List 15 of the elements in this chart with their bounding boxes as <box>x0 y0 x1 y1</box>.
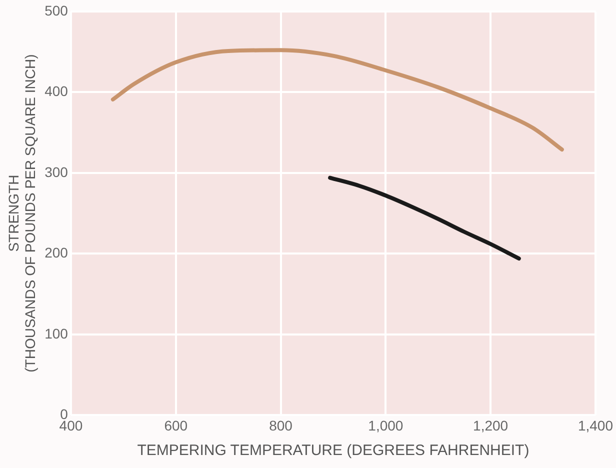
x-tick-label: 800 <box>269 417 293 434</box>
y-tick-label: 200 <box>44 244 68 261</box>
x-tick-label: 1,000 <box>368 417 404 434</box>
y-tick-label: 300 <box>44 164 68 180</box>
y-tick-label: 500 <box>44 2 68 18</box>
y-axis-title: STRENGTH (THOUSANDS OF POUNDS PER SQUARE INCH) <box>5 54 38 372</box>
y-tick-label: 100 <box>44 325 68 342</box>
x-tick-label: 1,400 <box>578 417 614 434</box>
x-axis-title: TEMPERING TEMPERATURE (DEGREES FAHRENHEIT) <box>137 442 530 460</box>
line-series <box>328 176 521 261</box>
line-series <box>110 48 564 152</box>
x-tick-label: 600 <box>164 417 188 434</box>
x-tick-label: 1,200 <box>473 417 508 434</box>
y-tick-label: 400 <box>44 83 68 100</box>
y-tick-label: 0 <box>60 406 68 422</box>
